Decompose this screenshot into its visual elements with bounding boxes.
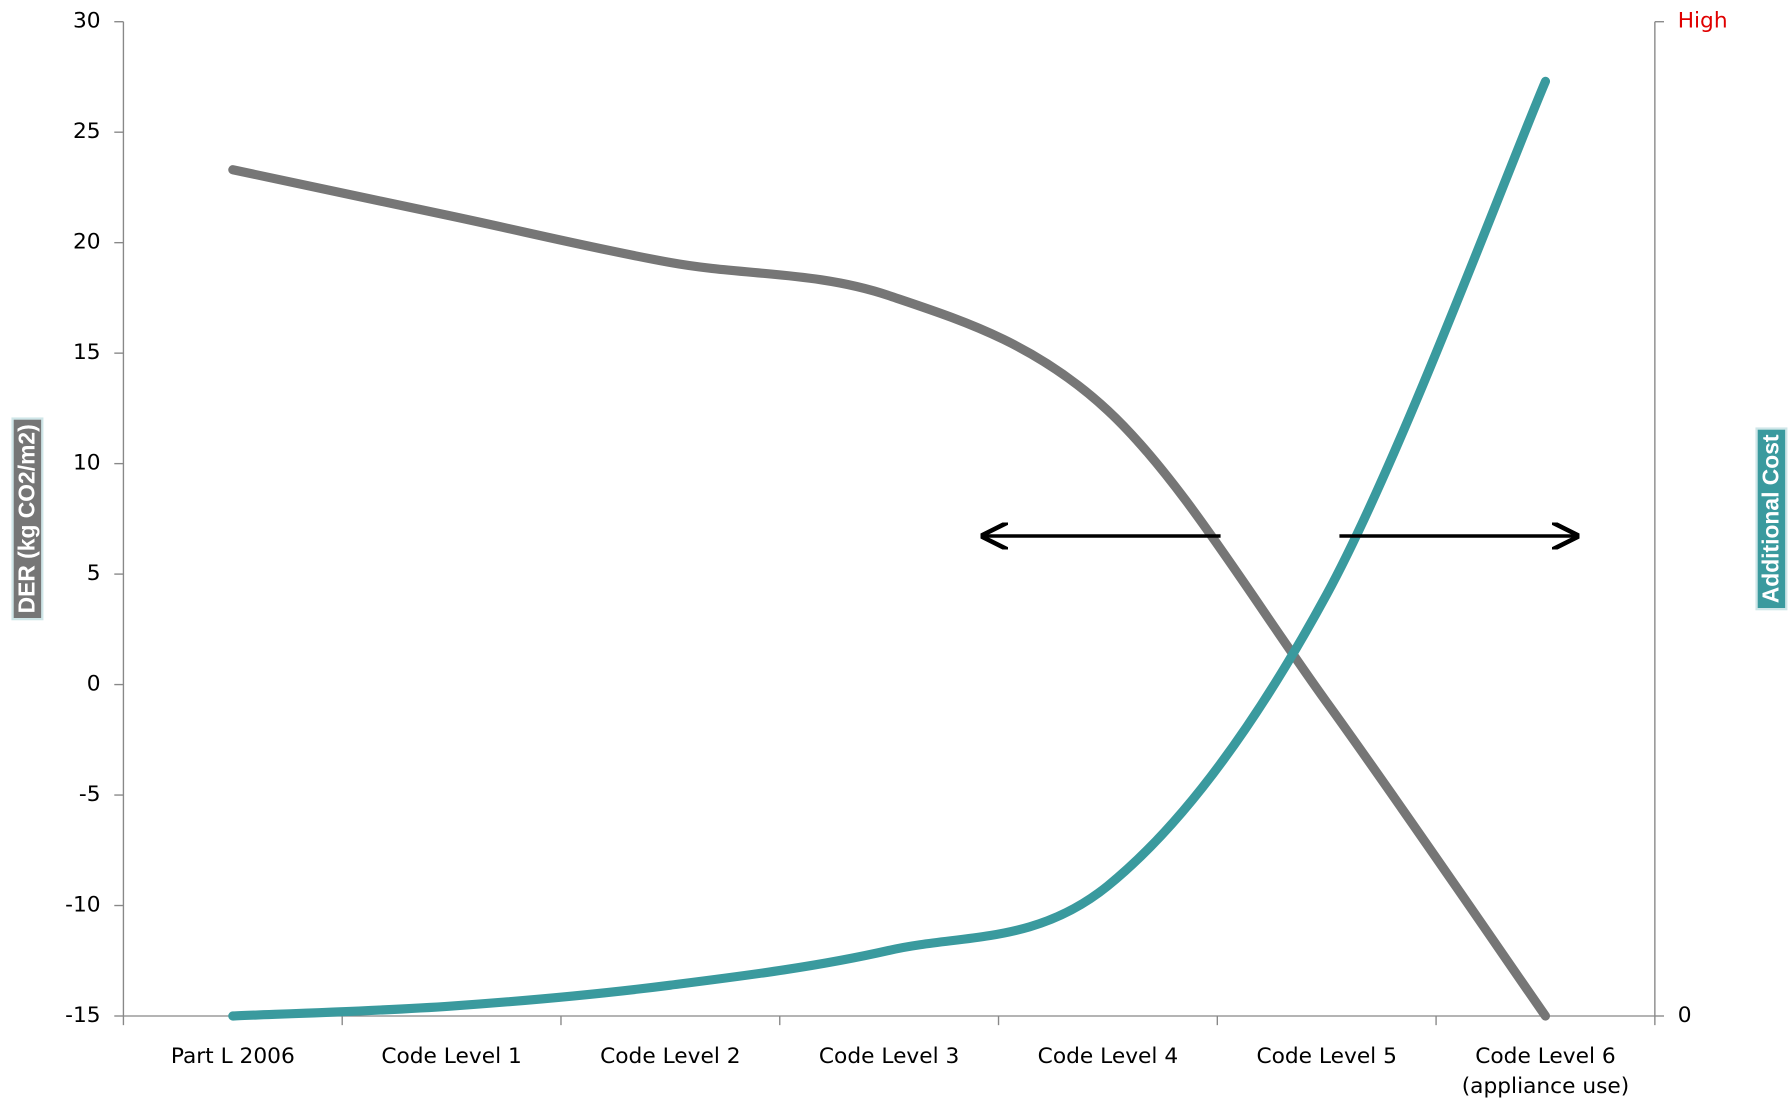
axis-title-box (1755, 427, 1788, 611)
axis-title: DER (kg CO2/m2) (11, 417, 44, 621)
y-tick-label: 30 (73, 9, 101, 34)
x-tick-label: Code Level 1 (381, 1044, 521, 1069)
x-tick-label: Code Level 3 (819, 1044, 959, 1069)
axis-title-box (11, 417, 44, 621)
x-tick-label: Code Level 6 (appliance use) (1462, 1044, 1630, 1099)
series-line (228, 76, 1551, 1021)
y-tick-label: -15 (65, 1003, 100, 1028)
x-tick-label: Part L 2006 (171, 1044, 295, 1069)
y2-tick-label: 0 (1678, 1003, 1692, 1028)
y-tick-label: -5 (79, 782, 101, 807)
y-tick-label: -10 (65, 893, 100, 918)
y2-tick-label: High (1678, 9, 1728, 34)
y-tick-label: 15 (73, 340, 101, 365)
y-tick-label: 10 (73, 451, 101, 476)
y-tick-label: 5 (87, 561, 101, 586)
y-tick-label: 25 (73, 119, 101, 144)
y-tick-label: 20 (73, 230, 101, 255)
y-tick-label: 0 (87, 672, 101, 697)
x-tick-label: Code Level 4 (1038, 1044, 1178, 1069)
x-tick-label: Code Level 5 (1256, 1044, 1396, 1069)
axis-title: Additional Cost (1755, 427, 1788, 611)
x-tick-label: Code Level 2 (600, 1044, 740, 1069)
axis-title-text: DER (kg CO2/m2) (14, 424, 40, 613)
series-line (228, 165, 1551, 1021)
axis-title-text: Additional Cost (1758, 434, 1784, 603)
